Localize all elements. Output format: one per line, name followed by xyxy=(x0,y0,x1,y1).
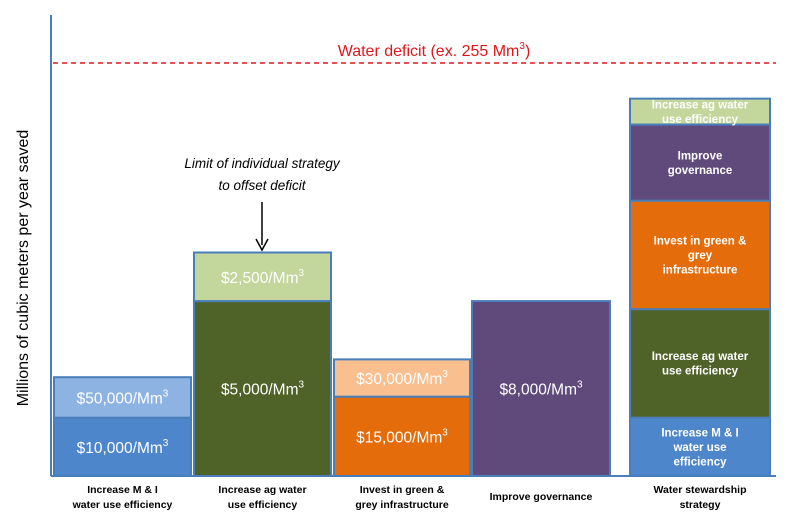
bar-segment-label: infrastructure xyxy=(663,264,738,276)
category-label: Invest in green & xyxy=(360,484,445,496)
bar-segment xyxy=(629,199,771,311)
segment-label-sup: 3 xyxy=(577,380,583,391)
category-label: strategy xyxy=(680,499,721,511)
bar-segment-label: Increase ag water xyxy=(652,99,749,111)
bar-segment-label: use efficiency xyxy=(662,366,739,378)
bar-segment-label: use efficiency xyxy=(662,114,739,126)
bar-segment xyxy=(629,123,771,202)
bar-segment-label: governance xyxy=(668,165,733,177)
annotation: Limit of individual strategy to offset d… xyxy=(184,156,341,252)
bar-segment-label: $8,000/Mm3 xyxy=(499,380,583,399)
bar-segment-label: Improve xyxy=(678,150,723,162)
bar-segment-label: $50,000/Mm3 xyxy=(77,388,169,407)
bar-segment xyxy=(629,416,771,478)
bar-segment xyxy=(53,376,192,419)
segment-label-sup: 3 xyxy=(163,388,169,399)
bar-segment-label: Increase M & I xyxy=(661,427,738,439)
deficit-label: Water deficit (ex. 255 Mm3) xyxy=(338,41,531,60)
segment-label-text: $5,000/Mm xyxy=(221,382,299,399)
segment-label-sup: 3 xyxy=(442,369,448,380)
segment-label-text: $8,000/Mm xyxy=(499,382,577,399)
bar-segment-label: $2,500/Mm3 xyxy=(221,268,305,287)
category-label: Improve governance xyxy=(490,491,593,503)
bar-segment xyxy=(193,251,332,303)
bar-segment xyxy=(53,416,192,478)
category-labels: Increase M & I water use efficiency Increa… xyxy=(72,484,747,511)
bar-segment-label: grey xyxy=(688,250,713,262)
segment-label-text: $10,000/Mm xyxy=(77,440,163,457)
bar-segment-label: $30,000/Mm3 xyxy=(356,369,448,388)
bar-segment-label: Increase ag water xyxy=(652,351,749,363)
bar-segment xyxy=(629,97,771,126)
segment-label-sup: 3 xyxy=(442,427,448,438)
annotation-arrowhead xyxy=(255,238,269,252)
bar-segment xyxy=(629,308,771,419)
category-label: use efficiency xyxy=(228,499,298,511)
bar-segment-label: efficiency xyxy=(673,456,727,468)
segment-label-text: $2,500/Mm xyxy=(221,270,299,287)
bar-segment xyxy=(333,358,471,398)
category-label: water use efficiency xyxy=(72,499,173,511)
bar-segment-label: $10,000/Mm3 xyxy=(77,438,169,457)
category-label: Water stewardship xyxy=(654,484,747,496)
annotation-line-2: to offset deficit xyxy=(218,178,306,193)
annotation-line-1: Limit of individual strategy xyxy=(184,156,341,171)
segment-label-sup: 3 xyxy=(298,268,304,279)
bar-segment-label: Invest in green & xyxy=(654,235,747,247)
deficit-label-main: Water deficit (ex. 255 Mm xyxy=(338,43,520,60)
y-axis-label: Millions of cubic meters per year saved xyxy=(15,130,32,407)
segment-label-text: $15,000/Mm xyxy=(356,429,442,446)
bar-segment-label: $5,000/Mm3 xyxy=(221,380,305,399)
category-label: Increase M & I xyxy=(87,484,158,496)
category-label: grey infrastructure xyxy=(355,499,449,511)
segment-label-text: $30,000/Mm xyxy=(356,371,442,388)
bar-segment-label: $15,000/Mm3 xyxy=(356,427,448,446)
deficit-label-end: ) xyxy=(525,43,530,60)
bar-segment-label: water use xyxy=(672,442,726,454)
deficit-label-sup: 3 xyxy=(519,41,525,52)
segment-label-text: $50,000/Mm xyxy=(77,390,163,407)
category-label: Increase ag water xyxy=(218,484,306,496)
bars-layer: $10,000/Mm3$50,000/Mm3 $5,000/Mm3$2,500/M… xyxy=(53,97,771,478)
segment-label-sup: 3 xyxy=(298,380,304,391)
segment-label-sup: 3 xyxy=(163,438,169,449)
